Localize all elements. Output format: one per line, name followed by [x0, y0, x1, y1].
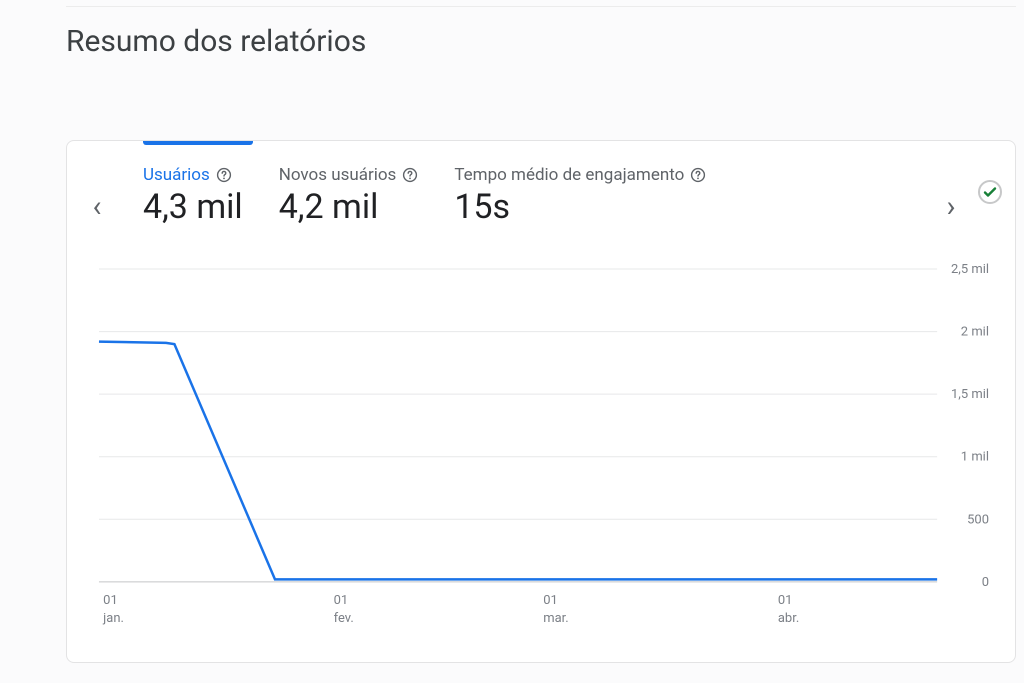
metric-value: 15s: [454, 187, 706, 227]
svg-text:jan.: jan.: [102, 611, 124, 626]
metric-value: 4,3 mil: [143, 187, 243, 227]
metric-engagement-time[interactable]: Tempo médio de engajamento 15s: [454, 165, 706, 227]
svg-text:01: 01: [778, 593, 793, 608]
active-tab-indicator: [143, 141, 253, 145]
help-icon[interactable]: [216, 167, 232, 183]
svg-text:mar.: mar.: [543, 611, 568, 626]
metric-new-users[interactable]: Novos usuários 4,2 mil: [279, 165, 419, 227]
top-divider: [66, 6, 1016, 7]
metrics-row: Usuários 4,3 mil Novos usuários 4,2 mil …: [143, 165, 706, 227]
svg-text:2,5 mil: 2,5 mil: [951, 262, 989, 277]
svg-text:1,5 mil: 1,5 mil: [951, 387, 989, 402]
metric-label: Usuários: [143, 165, 210, 185]
prev-metric-button[interactable]: ‹: [81, 191, 113, 223]
status-ok-badge: [977, 179, 1003, 209]
svg-text:2 mil: 2 mil: [961, 325, 989, 340]
users-line-chart: 0 500 1 mil 1,5 mil 2 mil 2,5 mil 01 jan. 01 fev.…: [89, 261, 997, 632]
next-metric-button[interactable]: ›: [935, 191, 967, 223]
metric-value: 4,2 mil: [279, 187, 419, 227]
metric-users[interactable]: Usuários 4,3 mil: [143, 165, 243, 227]
help-icon[interactable]: [690, 167, 706, 183]
svg-text:01: 01: [334, 593, 349, 608]
metric-label: Tempo médio de engajamento: [454, 165, 684, 185]
svg-text:1 mil: 1 mil: [961, 450, 989, 465]
svg-text:500: 500: [967, 512, 989, 527]
svg-text:01: 01: [543, 593, 558, 608]
svg-text:01: 01: [103, 593, 118, 608]
svg-text:fev.: fev.: [334, 611, 354, 626]
svg-text:0: 0: [982, 575, 989, 590]
svg-text:abr.: abr.: [778, 611, 799, 626]
summary-card: ‹ › Usuários 4,3 mil Novos usuários: [66, 140, 1016, 663]
page-title: Resumo dos relatórios: [66, 24, 366, 59]
metric-label: Novos usuários: [279, 165, 397, 185]
help-icon[interactable]: [402, 167, 418, 183]
